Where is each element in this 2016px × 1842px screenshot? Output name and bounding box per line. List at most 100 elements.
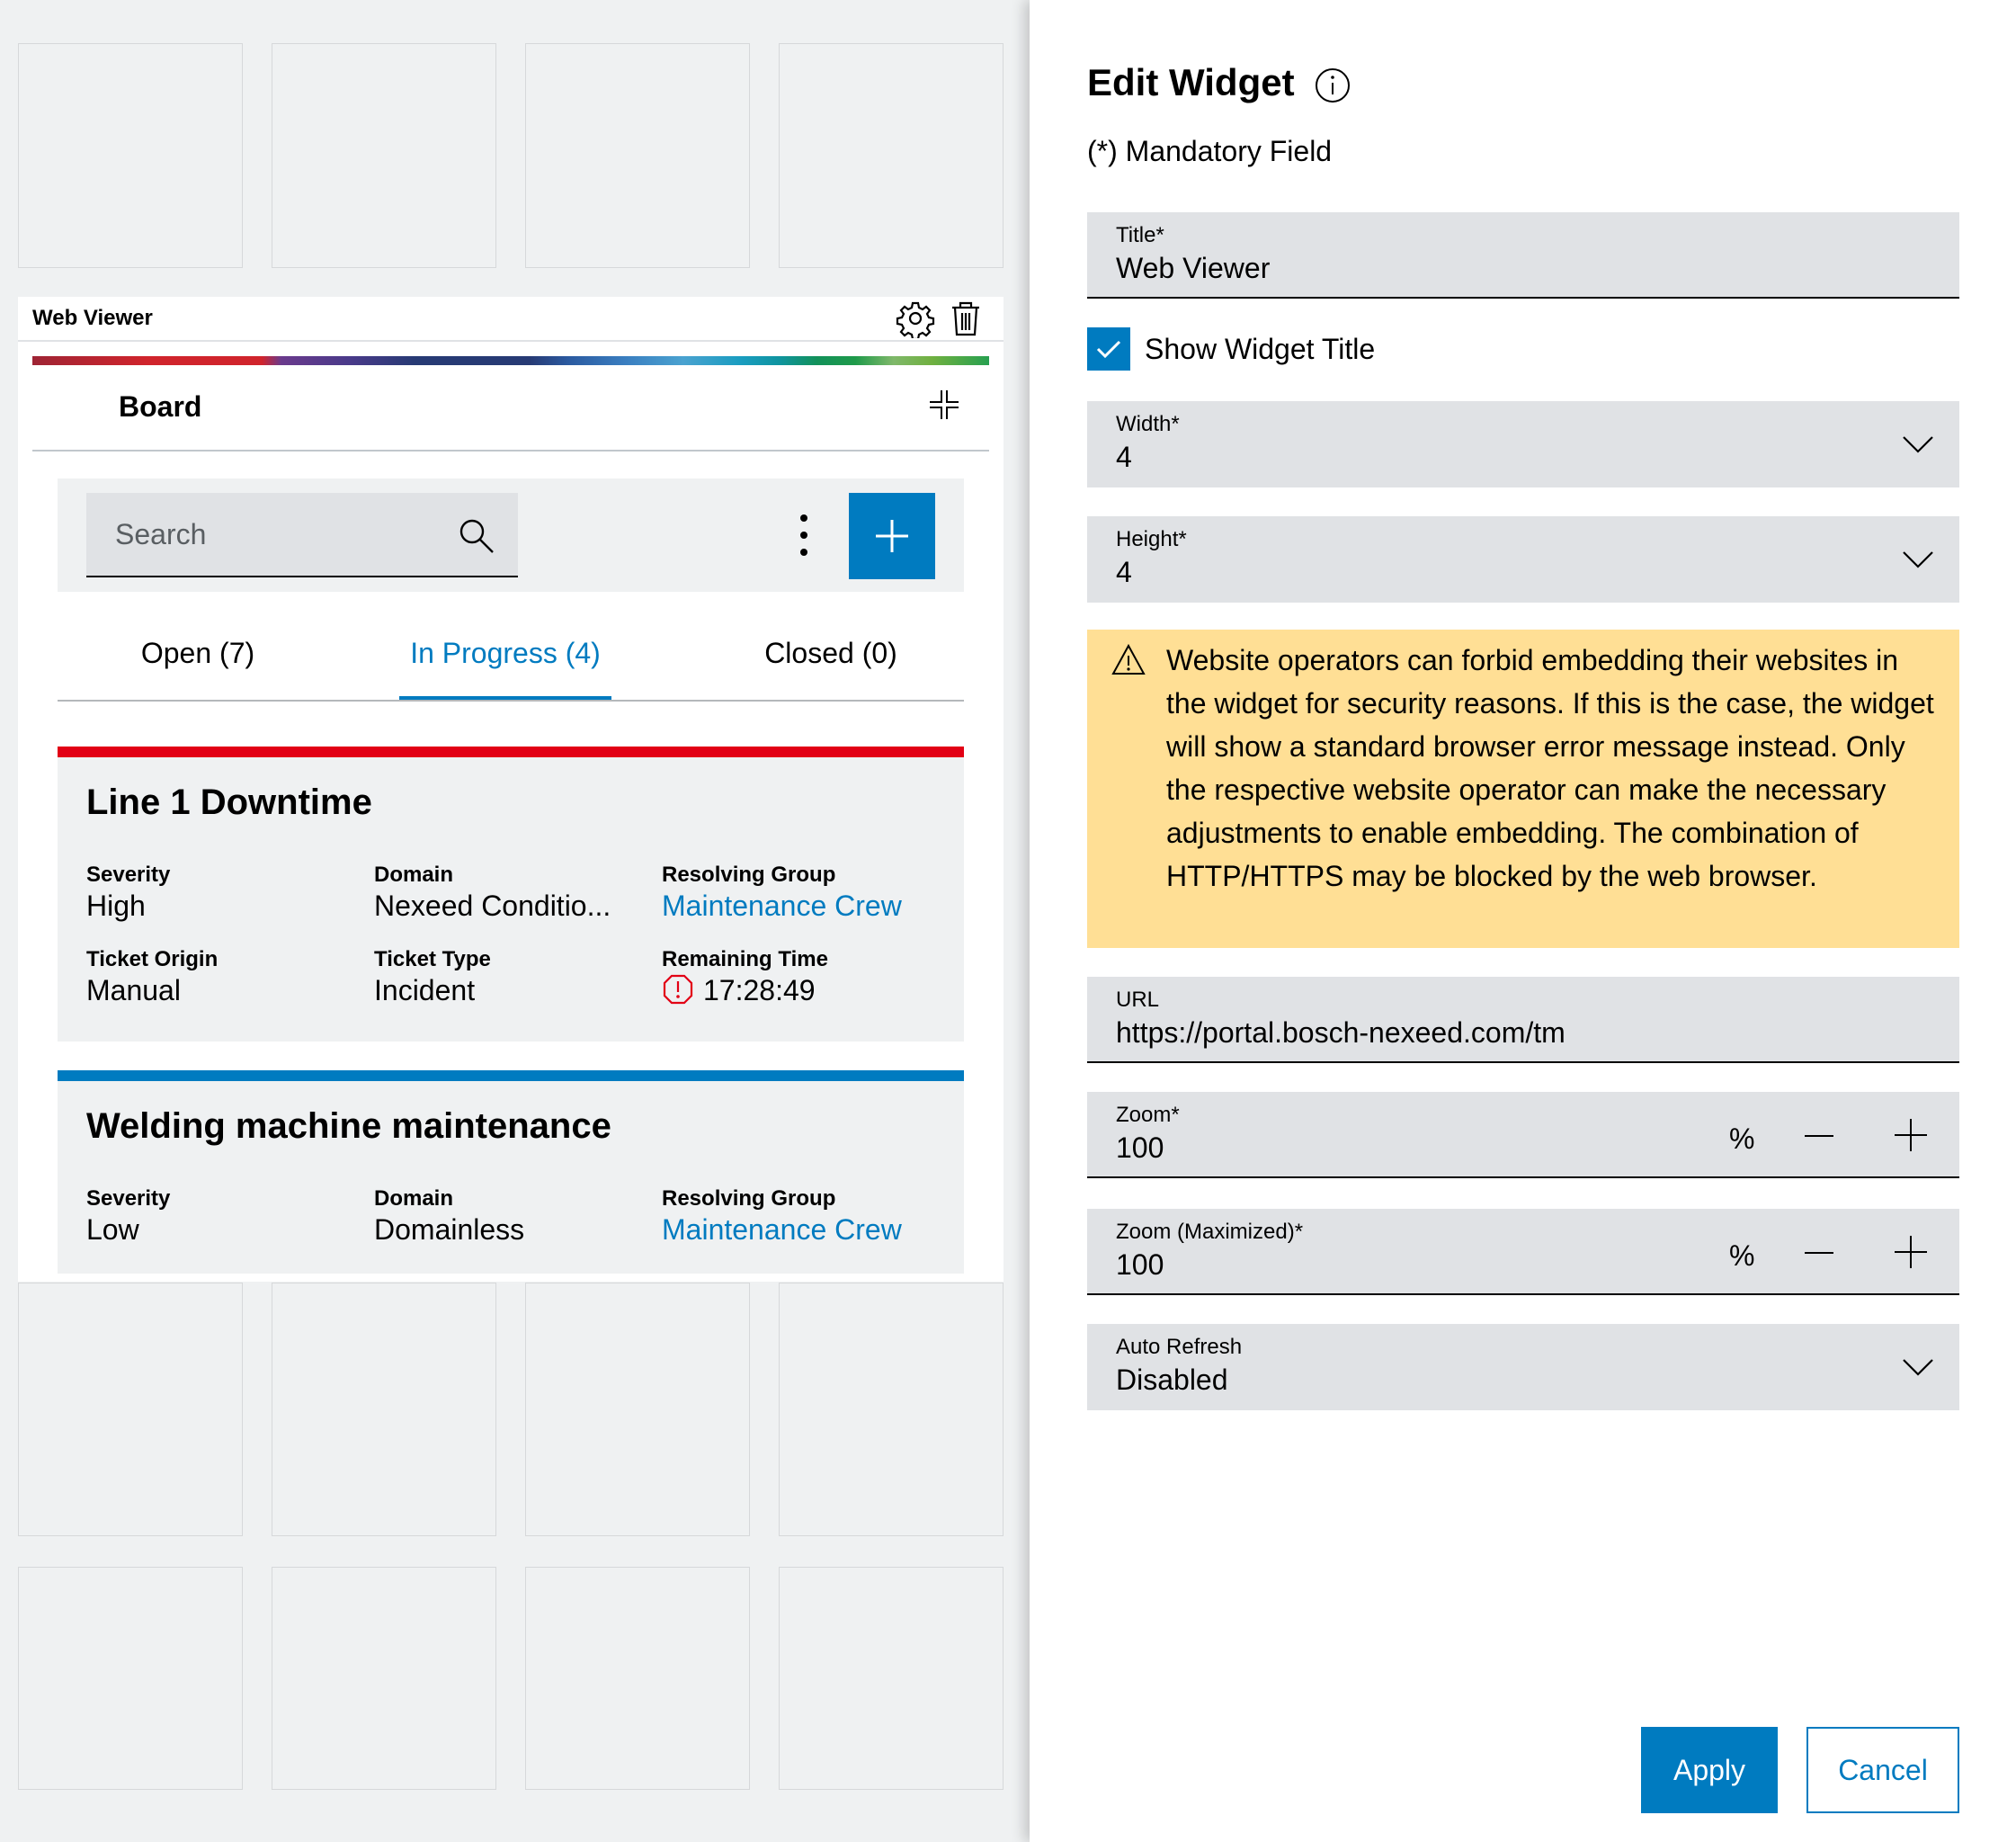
add-ticket-button[interactable] <box>849 493 935 579</box>
ticket-title: Line 1 Downtime <box>86 782 372 822</box>
tab-open[interactable]: Open (7) <box>140 637 255 669</box>
search-box <box>86 493 518 577</box>
resolving-group-link[interactable]: Maintenance Crew <box>662 890 902 922</box>
widget-content: Board <box>32 356 989 1274</box>
field-label: Height* <box>1116 527 1187 551</box>
height-select[interactable]: Height* 4 <box>1087 516 1959 603</box>
minus-icon <box>1805 1135 1833 1137</box>
field-label: Ticket Type <box>374 947 491 971</box>
status-tabs: Open (7) In Progress (4) Closed (0) <box>58 626 964 702</box>
grid-cell <box>779 1567 1004 1790</box>
field-value: Manual <box>86 974 181 1006</box>
field-remaining-time: Remaining Time 17:28:49 <box>662 946 941 1007</box>
field-domain: Domain Nexeed Conditio... <box>374 862 653 923</box>
supergraphic-bar <box>32 356 989 365</box>
field-label: Auto Refresh <box>1116 1335 1243 1359</box>
show-title-label: Show Widget Title <box>1145 333 1376 365</box>
warning-triangle-icon <box>1111 642 1146 678</box>
collapse-icon[interactable] <box>926 387 962 423</box>
field-severity: Severity Low <box>86 1185 365 1247</box>
board-header: Board <box>32 365 989 452</box>
more-options-icon[interactable] <box>788 511 820 559</box>
grid-cell <box>18 1567 243 1790</box>
zoom-input[interactable] <box>1116 1131 1386 1165</box>
widget-header: Web Viewer <box>18 297 1004 342</box>
grid-cell <box>272 43 496 268</box>
tab-in-progress[interactable]: In Progress (4) <box>399 626 611 700</box>
plus-icon <box>876 520 908 552</box>
field-domain: Domain Domainless <box>374 1185 653 1247</box>
field-label: Resolving Group <box>662 863 836 887</box>
grid-cell <box>525 1283 750 1536</box>
alert-octagon-icon <box>662 973 694 1006</box>
field-label: Severity <box>86 1186 171 1211</box>
trash-icon[interactable] <box>946 299 986 338</box>
chevron-down-icon <box>1900 1355 1936 1380</box>
warning-text: Website operators can forbid embedding t… <box>1166 644 1934 892</box>
zoom-decrement-button[interactable] <box>1792 1113 1846 1158</box>
grid-cell <box>272 1567 496 1790</box>
zoom-maximized-increment-button[interactable] <box>1884 1227 1938 1277</box>
cancel-button[interactable]: Cancel <box>1806 1727 1959 1813</box>
search-input[interactable] <box>86 493 518 576</box>
title-input[interactable] <box>1116 252 1655 285</box>
ticket-card[interactable]: Welding machine maintenance Severity Low… <box>58 1070 964 1274</box>
url-input[interactable] <box>1116 1016 1907 1050</box>
check-icon <box>1096 340 1121 359</box>
field-label: Domain <box>374 1186 454 1211</box>
board-toolbar <box>58 478 964 592</box>
width-value: 4 <box>1116 441 1132 473</box>
field-value: High <box>86 890 146 922</box>
width-select[interactable]: Width* 4 <box>1087 401 1959 487</box>
mandatory-note: (*) Mandatory Field <box>1087 135 1333 167</box>
web-viewer-widget: Web Viewer Board <box>18 297 1004 1282</box>
zoom-maximized-decrement-button[interactable] <box>1792 1230 1846 1275</box>
grid-cell <box>779 1283 1004 1536</box>
remaining-time-value: 17:28:49 <box>703 974 816 1006</box>
url-field: URL <box>1087 977 1959 1063</box>
ticket-card[interactable]: Line 1 Downtime Severity High Domain Nex… <box>58 747 964 1042</box>
field-label: Zoom (Maximized)* <box>1116 1220 1304 1244</box>
field-label: URL <box>1116 988 1160 1012</box>
field-resolving-group: Resolving Group Maintenance Crew <box>662 1185 941 1247</box>
plus-icon <box>1895 1236 1927 1268</box>
field-value: Incident <box>374 974 476 1006</box>
field-label: Title* <box>1116 223 1164 247</box>
info-icon[interactable] <box>1314 67 1351 104</box>
zoom-field: Zoom* % <box>1087 1092 1959 1178</box>
show-title-checkbox[interactable] <box>1087 327 1130 371</box>
chevron-down-icon <box>1900 547 1936 572</box>
field-resolving-group: Resolving Group Maintenance Crew <box>662 862 941 923</box>
panel-title: Edit Widget <box>1087 61 1295 103</box>
field-value-row: 17:28:49 <box>662 973 941 1007</box>
field-value: Low <box>86 1213 139 1246</box>
grid-cell <box>779 43 1004 268</box>
gear-icon[interactable] <box>896 299 935 341</box>
field-label: Ticket Origin <box>86 947 219 971</box>
zoom-maximized-unit: % <box>1729 1239 1755 1272</box>
card-status-bar <box>58 1070 964 1081</box>
card-status-bar <box>58 747 964 757</box>
zoom-increment-button[interactable] <box>1884 1110 1938 1160</box>
search-icon[interactable] <box>457 516 496 556</box>
chevron-down-icon <box>1900 432 1936 457</box>
ticket-title: Welding machine maintenance <box>86 1106 611 1146</box>
field-severity: Severity High <box>86 862 365 923</box>
title-field: Title* <box>1087 212 1959 299</box>
tab-closed[interactable]: Closed (0) <box>764 637 897 669</box>
field-ticket-type: Ticket Type Incident <box>374 946 653 1007</box>
auto-refresh-value: Disabled <box>1116 1364 1228 1396</box>
grid-cell <box>272 1283 496 1536</box>
resolving-group-link[interactable]: Maintenance Crew <box>662 1213 902 1246</box>
field-label: Remaining Time <box>662 947 828 971</box>
field-label: Resolving Group <box>662 1186 836 1211</box>
apply-button[interactable]: Apply <box>1641 1727 1778 1813</box>
field-label: Domain <box>374 863 454 887</box>
field-value: Nexeed Conditio... <box>374 890 611 922</box>
auto-refresh-select[interactable]: Auto Refresh Disabled <box>1087 1324 1959 1410</box>
zoom-maximized-input[interactable] <box>1116 1248 1386 1282</box>
grid-cell <box>18 1283 243 1536</box>
field-value: Domainless <box>374 1213 525 1246</box>
plus-icon <box>1895 1119 1927 1151</box>
grid-cell <box>525 1567 750 1790</box>
